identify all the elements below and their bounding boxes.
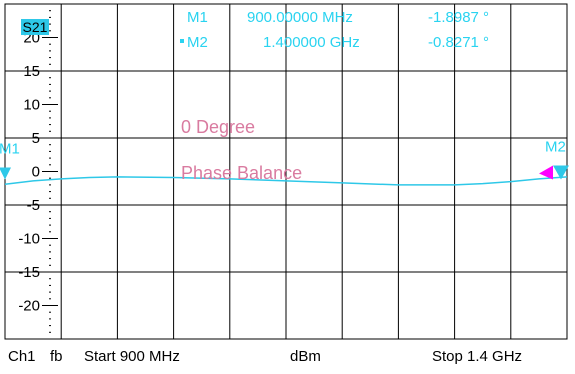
trace-badge-label: S21 xyxy=(23,19,48,35)
marker-m2-tag: M2 xyxy=(545,139,566,156)
footer-start[interactable]: Start 900 MHz xyxy=(84,348,180,365)
footer-unit[interactable]: dBm xyxy=(290,348,321,365)
marker-m1-tag: M1 xyxy=(0,141,20,158)
marker-m2-readout-frequency: 1.400000 GHz xyxy=(263,34,360,51)
marker-m1-readout-value: -1.8987 ° xyxy=(428,9,489,26)
marker-m2-readout-label: M2 xyxy=(187,34,208,51)
marker-m2-active-indicator xyxy=(180,39,184,43)
y-tick-label: 5 xyxy=(32,130,40,147)
marker-m1-glyph xyxy=(0,167,11,180)
footer-channel[interactable]: Ch1 xyxy=(8,348,36,365)
plot-background xyxy=(0,0,575,340)
marker-m2-arrow xyxy=(539,165,553,180)
marker-m2-glyph xyxy=(553,165,569,180)
trace-group xyxy=(4,176,568,186)
marker-m1-readout-label: M1 xyxy=(187,9,208,26)
annotation-0-degree: 0 Degree xyxy=(181,117,255,137)
status-footer: Ch1 fb Start 900 MHz dBm Stop 1.4 GHz xyxy=(0,340,575,374)
grid xyxy=(4,3,568,340)
footer-format[interactable]: fb xyxy=(50,348,63,365)
y-tick-label: 10 xyxy=(23,97,40,114)
y-tick-label: -10 xyxy=(18,231,40,248)
annotation-phase-balance: Phase Balance xyxy=(181,163,302,183)
marker-m2-readout-value: -0.8271 ° xyxy=(428,34,489,51)
y-tick-label: -5 xyxy=(27,197,40,214)
trace-badge[interactable] xyxy=(21,19,49,35)
trace-s21-line xyxy=(4,176,568,186)
y-tick-label: 0 xyxy=(32,164,40,181)
y-tick-label: 15 xyxy=(23,63,40,80)
y-tick-label: -15 xyxy=(18,264,40,281)
marker-m1-readout-frequency: 900.00000 MHz xyxy=(247,9,353,26)
marker-group[interactable]: M1 M2 xyxy=(0,139,569,180)
footer-stop[interactable]: Stop 1.4 GHz xyxy=(432,348,523,365)
y-tick-label: -20 xyxy=(18,298,40,315)
